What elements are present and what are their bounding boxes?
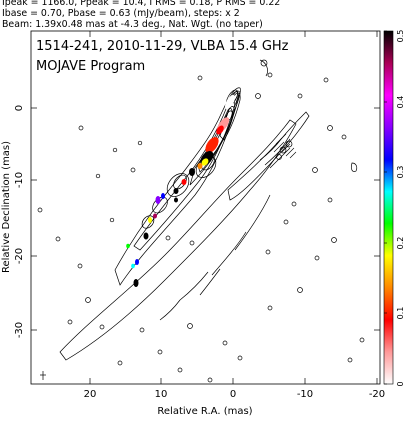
x-tick-label: -10 bbox=[297, 389, 313, 400]
x-tick-label: -20 bbox=[369, 389, 385, 400]
colorbar: 0 0.1 0.2 0.3 0.4 0.5 bbox=[383, 30, 405, 387]
colorbar-tick-label: 0.2 bbox=[396, 237, 405, 250]
axis-ticks bbox=[31, 31, 380, 384]
x-tick-label: 10 bbox=[155, 389, 168, 400]
plot-subtitle: MOJAVE Program bbox=[36, 59, 145, 74]
header-line-2: Ibase = 0.70, Pbase = 0.63 (mJy/beam), s… bbox=[2, 8, 240, 19]
colorbar-tick-label: 0.1 bbox=[396, 307, 405, 320]
plot-frame bbox=[30, 30, 381, 385]
contour-map bbox=[37, 59, 365, 383]
x-axis-label: Relative R.A. (mas) bbox=[157, 406, 252, 417]
header-line-3: Beam: 1.39x0.48 mas at -4.3 deg., Nat. W… bbox=[2, 19, 263, 30]
colorbar-tick-label: 0.4 bbox=[396, 96, 405, 109]
y-axis-label: Relative Declination (mas) bbox=[1, 141, 12, 273]
x-tick-label: 20 bbox=[84, 389, 97, 400]
colorbar-tick-label: 0 bbox=[396, 381, 405, 386]
colorbar-tick-label: 0.3 bbox=[396, 166, 405, 179]
x-tick-label: 0 bbox=[230, 389, 236, 400]
colorbar-tick-label: 0.5 bbox=[396, 30, 405, 43]
y-tick-label: -30 bbox=[14, 322, 25, 338]
plot-title: 1514-241, 2010-11-29, VLBA 15.4 GHz bbox=[36, 39, 289, 54]
y-tick-label: -20 bbox=[14, 248, 25, 264]
polarization-color-overlay bbox=[126, 94, 236, 287]
beam-marker bbox=[40, 371, 46, 380]
y-tick-label: -10 bbox=[14, 172, 25, 188]
colorbar-gradient bbox=[383, 30, 394, 385]
header-line-1: Ipeak = 1166.0, Ppeak = 10.4, I RMS = 0.… bbox=[2, 0, 281, 8]
y-tick-label: 0 bbox=[14, 105, 25, 111]
